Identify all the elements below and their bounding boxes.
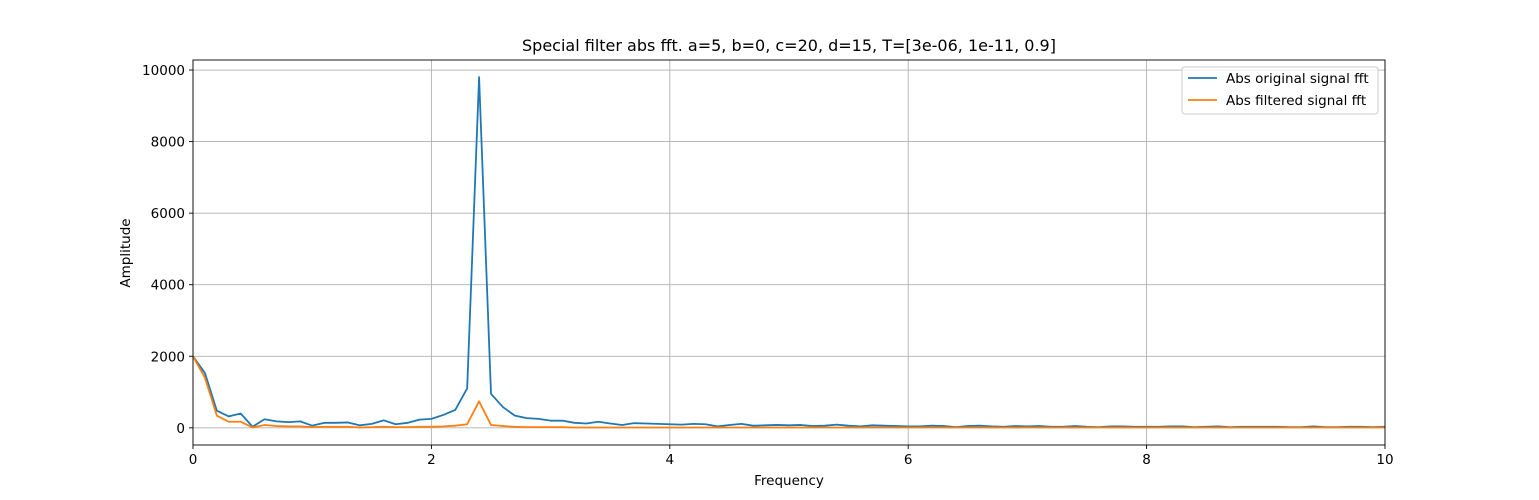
x-tick-label: 6	[904, 452, 913, 468]
filtered-signal-line	[192, 355, 1385, 429]
x-tick-label: 4	[666, 452, 675, 468]
y-tick-label: 8000	[151, 135, 185, 151]
legend-box	[1181, 66, 1379, 115]
axis-ticks: 0 2 4 6 8 10 0 2000 4000 6000 8000 10000	[142, 63, 1394, 468]
x-tick-label: 10	[1376, 452, 1393, 468]
legend-label-filtered: Abs filtered signal fft	[1226, 93, 1366, 109]
axes-background	[193, 60, 1385, 445]
x-tick-label: 2	[427, 452, 436, 468]
x-tick-label: 8	[1142, 452, 1151, 468]
x-axis-label: Frequency	[754, 473, 824, 489]
y-axis-label: Amplitude	[118, 218, 134, 287]
legend: Abs original signal fft Abs filtered sig…	[1181, 66, 1379, 115]
y-tick-label: 10000	[142, 63, 185, 79]
data-series	[192, 76, 1386, 429]
y-tick-label: 0	[176, 421, 185, 437]
y-tick-label: 2000	[151, 349, 185, 365]
axes-frame	[192, 59, 1386, 446]
chart-title: Special filter abs fft. a=5, b=0, c=20, …	[522, 36, 1056, 55]
y-tick-label: 4000	[151, 278, 185, 294]
plot-area: 0 2 4 6 8 10 0 2000 4000 6000 8000 10000	[142, 59, 1394, 468]
y-tick-label: 6000	[151, 206, 185, 222]
legend-label-original: Abs original signal fft	[1226, 71, 1369, 87]
x-tick-label: 0	[189, 452, 198, 468]
